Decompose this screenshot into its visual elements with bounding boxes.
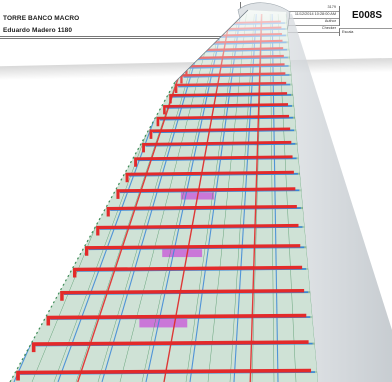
- scale-field: Escala: [339, 28, 392, 36]
- sheet-number: E008S: [339, 6, 392, 26]
- tower-left-edge: [174, 9, 249, 83]
- project-title: TORRE BANCO MACRO: [3, 15, 80, 22]
- sheet-rule-line: [0, 36, 240, 37]
- sheet-rule-line: [0, 38, 240, 39]
- tower-left-facade: [9, 81, 176, 382]
- row-value: Checker: [321, 26, 336, 30]
- scale-label: Escala: [342, 30, 354, 34]
- row-value: 3179: [327, 5, 336, 9]
- row-value: Author: [324, 19, 336, 23]
- row-value: 11/12/2014 10:28:00 AM: [294, 12, 336, 16]
- project-address: Eduardo Madero 1180: [3, 27, 73, 34]
